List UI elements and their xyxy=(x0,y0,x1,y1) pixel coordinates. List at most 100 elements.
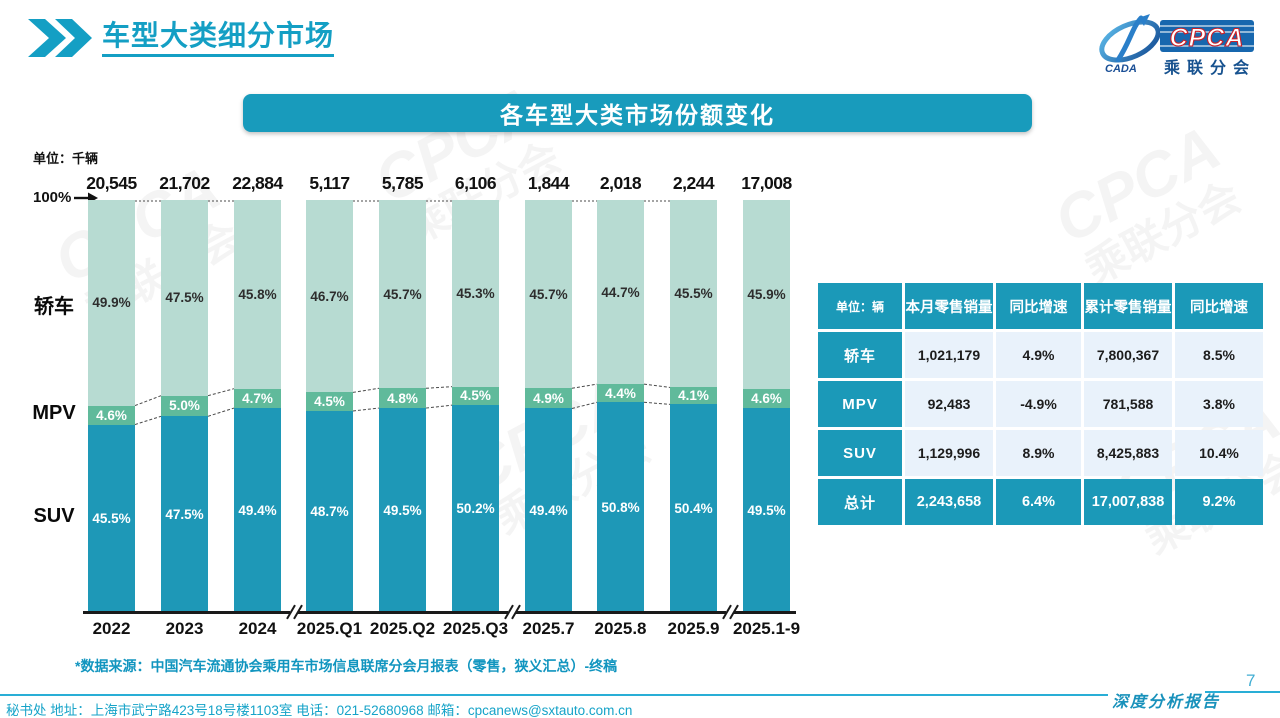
x-tick-label: 2022 xyxy=(92,619,131,638)
bar-percent-label: 5.0% xyxy=(169,398,200,414)
page-number: 7 xyxy=(1246,671,1256,690)
bar-total-label: 5,117 xyxy=(309,173,350,193)
table-cell: -4.9% xyxy=(996,381,1081,427)
x-tick-label: 2025.7 xyxy=(522,619,575,638)
series-label-SUV: SUV xyxy=(33,505,75,528)
bar-segment-SUV: 47.5% xyxy=(161,416,208,612)
table-cell: 6.4% xyxy=(996,479,1081,525)
series-label-轿车: 轿车 xyxy=(34,295,74,318)
bar-percent-label: 49.4% xyxy=(529,502,568,518)
page-title: 车型大类细分市场 xyxy=(102,19,335,58)
table-cell: 1,129,996 xyxy=(905,430,993,476)
bar-percent-label: 44.7% xyxy=(601,284,640,300)
bar: 45.8% 4.7% 49.4% xyxy=(234,200,281,612)
x-tick-label: 2025.Q2 xyxy=(369,619,436,638)
table-cell: 7,800,367 xyxy=(1084,332,1172,378)
share-table: 单位：辆 本月零售销量 同比增速 累计零售销量 同比增速 轿车 1,021,179 4.9% 7… xyxy=(818,283,1263,525)
bar-percent-label: 47.5% xyxy=(165,506,204,522)
x-tick-label: 2025.8 xyxy=(594,619,647,638)
cpca-box: CPCA xyxy=(1160,20,1254,53)
bar-percent-label: 48.7% xyxy=(310,503,349,519)
bar-percent-label: 49.4% xyxy=(238,502,277,518)
bar-total-label: 2,244 xyxy=(672,173,715,193)
table-header-cell: 同比增速 xyxy=(1175,283,1263,329)
bar-percent-label: 45.7% xyxy=(383,286,422,302)
x-tick-label: 2025.9 xyxy=(667,619,720,638)
bar-segment-轿车: 47.5% xyxy=(161,200,208,396)
bar-total-label: 1,844 xyxy=(527,173,570,193)
bar: 45.3% 4.5% 50.2% xyxy=(452,200,499,612)
table-cell: 9.2% xyxy=(1175,479,1263,525)
stacked-bar-chart: 100% 49.9% 4.6% 45.5% 20,545 2022 47.5% 5.0% 47… xyxy=(32,173,800,638)
table-row-label: 总计 xyxy=(818,479,902,525)
bar-percent-label: 47.5% xyxy=(165,290,204,306)
x-tick-label: 2024 xyxy=(238,619,277,638)
bar-percent-label: 49.5% xyxy=(747,502,786,518)
bar-total-label: 5,785 xyxy=(381,173,424,193)
bar-segment-SUV: 45.5% xyxy=(88,424,135,612)
chart-banner-title: 各车型大类市场份额变化 xyxy=(500,102,775,128)
bar-percent-label: 4.6% xyxy=(751,391,782,407)
table-cell: 17,007,838 xyxy=(1084,479,1172,525)
bar-percent-label: 4.6% xyxy=(96,407,127,423)
chart-banner: 各车型大类市场份额变化 xyxy=(243,94,1032,132)
footer-divider xyxy=(1205,691,1280,693)
series-label-MPV: MPV xyxy=(32,402,76,425)
table-cell: 10.4% xyxy=(1175,430,1263,476)
table-cell: 8,425,883 xyxy=(1084,430,1172,476)
table-header-cell: 同比增速 xyxy=(996,283,1081,329)
table-row-label: SUV xyxy=(818,430,902,476)
bar-percent-label: 4.5% xyxy=(460,388,491,404)
bar-segment-SUV: 50.2% xyxy=(452,405,499,612)
x-tick-label: 2025.Q1 xyxy=(296,619,363,638)
bar-segment-轿车: 49.9% xyxy=(88,200,135,406)
bar-segment-MPV: 4.9% xyxy=(525,388,572,409)
cpca-logo: CADA CPCA 乘联分会 xyxy=(1094,12,1258,83)
bar-percent-label: 4.8% xyxy=(387,390,418,406)
bar-percent-label: 45.8% xyxy=(238,286,277,302)
bar-segment-轿车: 45.5% xyxy=(670,200,717,388)
bar-total-label: 17,008 xyxy=(741,173,792,193)
bar-percent-label: 4.1% xyxy=(678,388,709,404)
axis-break xyxy=(726,606,734,618)
axis-break xyxy=(508,606,516,618)
bar-segment-MPV: 4.7% xyxy=(234,388,281,409)
bar-percent-label: 4.7% xyxy=(242,390,273,406)
bar-segment-轿车: 45.8% xyxy=(234,200,281,389)
bar-total-label: 6,106 xyxy=(454,173,497,193)
bar-percent-label: 49.5% xyxy=(383,502,422,518)
x-tick-label: 2025.1-9 xyxy=(732,619,801,638)
bar-percent-label: 4.5% xyxy=(314,394,345,410)
chevron-right-icon xyxy=(28,19,92,57)
bar-segment-SUV: 48.7% xyxy=(306,410,353,612)
bar-segment-SUV: 50.4% xyxy=(670,404,717,612)
bar-segment-轿车: 45.3% xyxy=(452,200,499,387)
bar: 45.7% 4.8% 49.5% xyxy=(379,200,426,612)
bar-segment-SUV: 49.4% xyxy=(525,408,572,612)
bar-segment-MPV: 4.4% xyxy=(597,384,644,403)
footer-divider xyxy=(0,694,1108,696)
bar-percent-label: 50.2% xyxy=(456,501,495,517)
table-cell: 3.8% xyxy=(1175,381,1263,427)
bar-percent-label: 45.5% xyxy=(674,286,713,302)
bar-segment-SUV: 49.5% xyxy=(743,408,790,612)
bar-total-label: 2,018 xyxy=(599,173,642,193)
bar: 45.7% 4.9% 49.4% xyxy=(525,200,572,612)
bar-segment-轿车: 45.7% xyxy=(525,200,572,389)
bar: 45.9% 4.6% 49.5% xyxy=(743,200,790,612)
bar-segment-SUV: 49.5% xyxy=(379,408,426,612)
table-cell: 92,483 xyxy=(905,381,993,427)
bar-segment-MPV: 4.8% xyxy=(379,388,426,409)
unit-label: 单位：千辆 xyxy=(33,151,99,166)
bar: 49.9% 4.6% 45.5% xyxy=(88,200,135,612)
table-cell: 8.9% xyxy=(996,430,1081,476)
report-label: 深度分析报告 xyxy=(1112,694,1221,711)
bar-segment-SUV: 50.8% xyxy=(597,402,644,612)
table-cell: 1,021,179 xyxy=(905,332,993,378)
bar: 47.5% 5.0% 47.5% xyxy=(161,200,208,612)
header: 车型大类细分市场 xyxy=(28,18,335,58)
bar-percent-label: 49.9% xyxy=(92,295,131,311)
bar-segment-轿车: 44.7% xyxy=(597,200,644,385)
